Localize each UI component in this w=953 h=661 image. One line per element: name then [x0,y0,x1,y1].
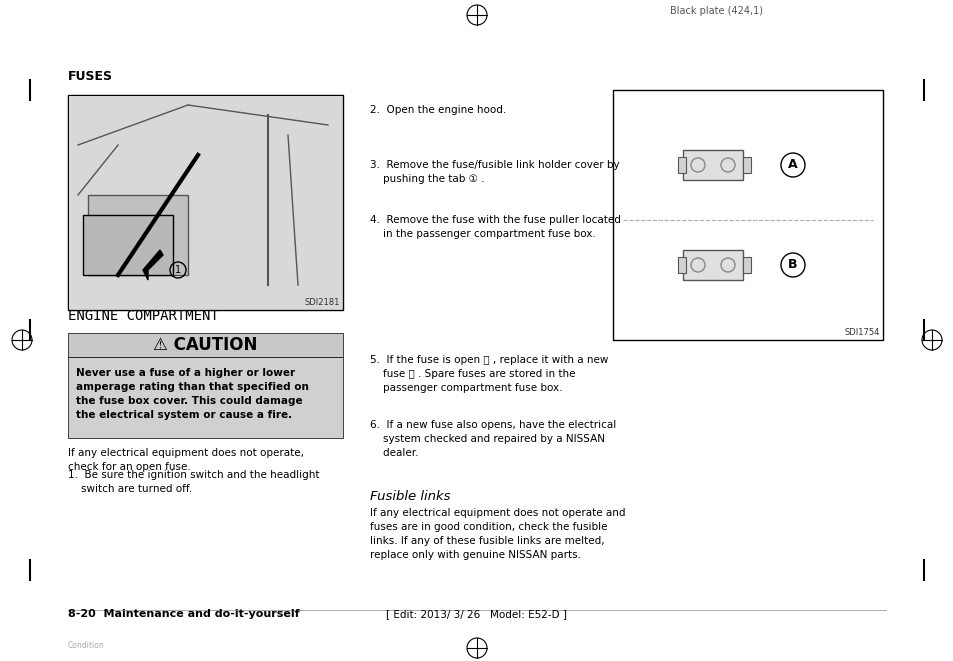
Text: If any electrical equipment does not operate,
check for an open fuse.: If any electrical equipment does not ope… [68,448,304,472]
FancyBboxPatch shape [613,90,882,340]
Text: A: A [787,159,797,171]
FancyBboxPatch shape [742,157,750,173]
FancyBboxPatch shape [68,333,343,357]
Text: Fusible links: Fusible links [370,490,450,503]
FancyBboxPatch shape [83,215,172,275]
Text: ⚠ CAUTION: ⚠ CAUTION [153,336,257,354]
FancyBboxPatch shape [678,157,685,173]
Text: [ Edit: 2013/ 3/ 26   Model: E52-D ]: [ Edit: 2013/ 3/ 26 Model: E52-D ] [386,609,567,619]
Text: Condition: Condition [68,641,105,650]
FancyBboxPatch shape [69,96,341,309]
Text: 8-20  Maintenance and do-it-yourself: 8-20 Maintenance and do-it-yourself [68,609,299,619]
Text: SDI1754: SDI1754 [843,328,879,337]
Text: B: B [787,258,797,272]
Text: ENGINE COMPARTMENT: ENGINE COMPARTMENT [68,309,218,323]
Polygon shape [143,250,163,280]
Text: Black plate (424,1): Black plate (424,1) [669,6,762,16]
FancyBboxPatch shape [742,257,750,273]
Text: 1.  Be sure the ignition switch and the headlight
    switch are turned off.: 1. Be sure the ignition switch and the h… [68,470,319,494]
Text: 3.  Remove the fuse/fusible link holder cover by
    pushing the tab ① .: 3. Remove the fuse/fusible link holder c… [370,160,619,184]
FancyBboxPatch shape [682,250,742,280]
Text: 1: 1 [174,265,181,275]
Text: Never use a fuse of a higher or lower
amperage rating than that specified on
the: Never use a fuse of a higher or lower am… [76,368,309,420]
FancyBboxPatch shape [68,95,343,310]
Text: SDI2181: SDI2181 [304,298,339,307]
FancyBboxPatch shape [678,257,685,273]
FancyBboxPatch shape [68,357,343,438]
Text: 4.  Remove the fuse with the fuse puller located
    in the passenger compartmen: 4. Remove the fuse with the fuse puller … [370,215,620,239]
Text: 2.  Open the engine hood.: 2. Open the engine hood. [370,105,506,115]
FancyBboxPatch shape [88,195,188,275]
Text: 5.  If the fuse is open Ⓐ , replace it with a new
    fuse Ⓑ . Spare fuses are s: 5. If the fuse is open Ⓐ , replace it wi… [370,355,608,393]
FancyBboxPatch shape [682,150,742,180]
Text: 6.  If a new fuse also opens, have the electrical
    system checked and repaire: 6. If a new fuse also opens, have the el… [370,420,616,458]
Text: If any electrical equipment does not operate and
fuses are in good condition, ch: If any electrical equipment does not ope… [370,508,625,560]
Text: FUSES: FUSES [68,70,112,83]
